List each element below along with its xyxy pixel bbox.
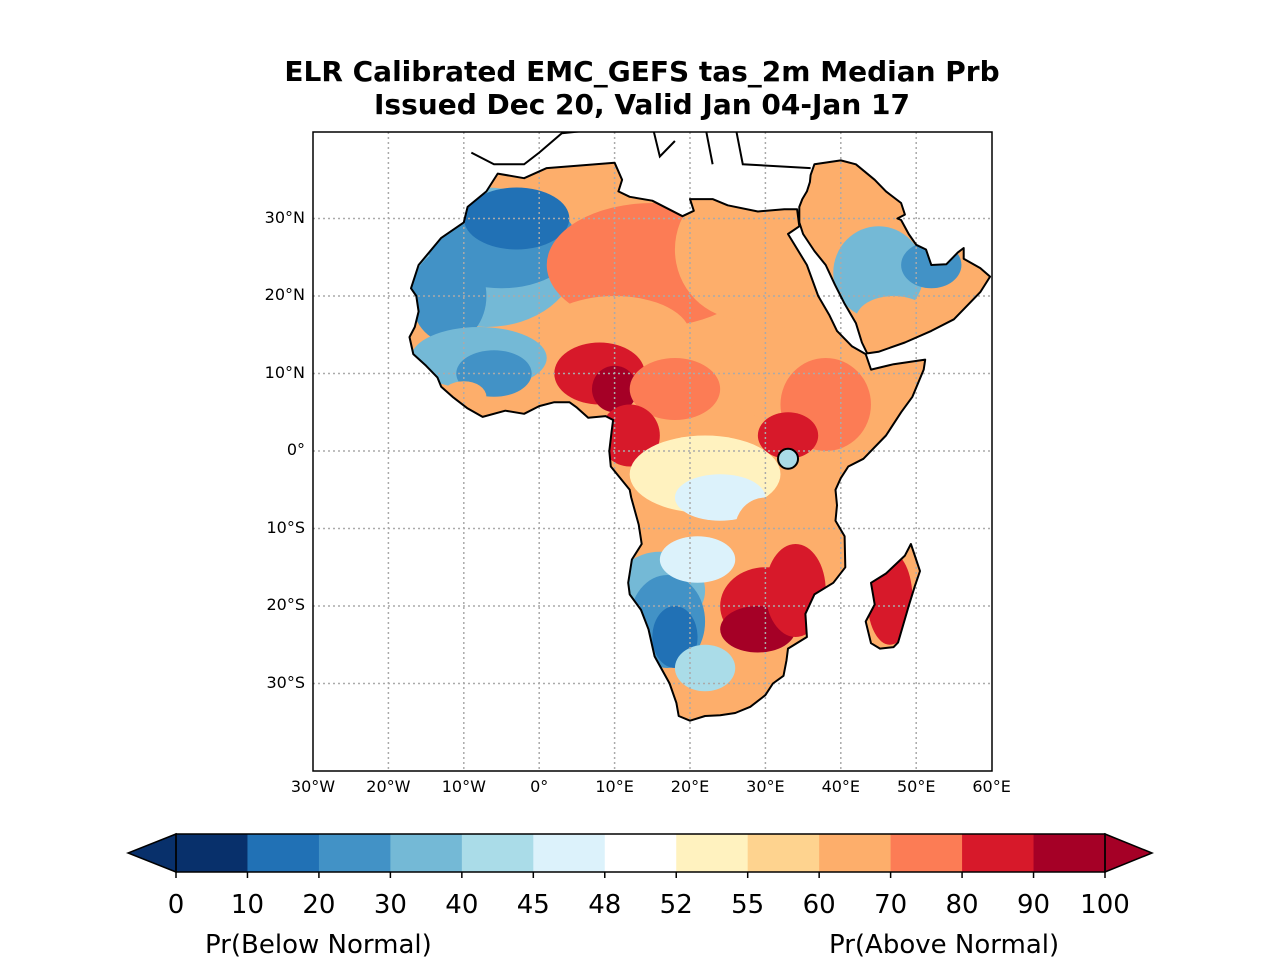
colorbar-label-above: Pr(Above Normal) (829, 930, 1060, 960)
coastline-africa (408, 161, 927, 722)
colorbar-tick-label: 40 (445, 890, 479, 920)
map-title-line1: ELR Calibrated EMC_GEFS tas_2m Median Pr… (284, 55, 1000, 88)
coastline-europe (470, 132, 584, 166)
prob-region-mozambique (765, 544, 826, 637)
prob-region-zambia-west (659, 536, 736, 583)
colorbar-frame (175, 833, 1106, 873)
gridlines (313, 132, 992, 771)
colorbar-tick-label: 55 (731, 890, 765, 920)
lon-tick-label: 10°E (595, 777, 634, 796)
colorbar-extend-high (1104, 832, 1155, 874)
lon-tick-label: 30°E (746, 777, 785, 796)
colorbar-tick-label: 52 (659, 890, 693, 920)
colorbar-segment (533, 834, 606, 872)
lat-tick-label: 20°S (266, 595, 305, 614)
prob-region-yemen (855, 296, 932, 343)
prob-region-arabia (833, 226, 924, 320)
coastline-madagascar (864, 543, 921, 650)
coastline-layer (408, 132, 992, 722)
lon-tick-label: 40°E (821, 777, 861, 796)
coastline-med-north (652, 132, 811, 170)
prob-region-car (629, 358, 721, 420)
colorbar-tick-label: 30 (373, 890, 407, 920)
prob-region-kalahari (674, 644, 736, 692)
colorbar-segment (819, 834, 892, 872)
colorbar-tick-label: 80 (945, 890, 979, 920)
colorbar-segment (390, 834, 463, 872)
colorbar-segment (1033, 834, 1106, 872)
colorbar-label-below: Pr(Below Normal) (205, 930, 432, 960)
lake-victoria (777, 447, 800, 470)
colorbar-segment (318, 834, 391, 872)
prob-region-egypt (674, 179, 811, 320)
map-title-line2: Issued Dec 20, Valid Jan 04-Jan 17 (374, 88, 910, 121)
lat-tick-label: 0° (286, 440, 305, 459)
coastline-arabia (798, 159, 992, 355)
lon-tick-label: 20°W (366, 777, 411, 796)
prob-region-nw-dark (463, 187, 570, 250)
colorbar-tick-label: 70 (874, 890, 908, 920)
lat-tick-label: 30°N (264, 207, 305, 227)
lon-tick-label: 50°E (896, 777, 936, 796)
lat-tick-label: 20°N (264, 285, 305, 304)
colorbar-segment (676, 834, 749, 872)
colorbar (125, 832, 1155, 878)
colorbar-tick-label: 45 (516, 890, 550, 920)
colorbar-tick-label: 90 (1016, 890, 1051, 920)
map-plot-area (313, 132, 992, 771)
colorbar-segment (176, 834, 248, 872)
colorbar-tick-label: 0 (167, 890, 185, 920)
colorbar-segment (747, 834, 820, 872)
lon-tick-label: 0° (530, 777, 549, 796)
lat-tick-label: 30°S (266, 672, 305, 692)
colorbar-segment (890, 834, 963, 872)
colorbar-tick-label: 48 (588, 890, 622, 920)
lon-tick-label: 20°E (670, 777, 710, 796)
colorbar-segment (604, 834, 677, 872)
prob-region-uganda (757, 412, 819, 459)
colorbar-tick-label: 60 (802, 890, 836, 920)
map-frame (312, 131, 993, 772)
colorbar-tick-label: 20 (302, 890, 336, 920)
lon-tick-label: 60°E (972, 777, 1011, 796)
colorbar-segment (247, 834, 320, 872)
lat-tick-label: 10°N (264, 362, 305, 382)
lon-tick-label: 10°W (441, 777, 486, 796)
colorbar-extend-low (125, 832, 177, 874)
colorbar-segment (461, 834, 534, 872)
lat-tick-label: 10°S (266, 517, 305, 537)
colorbar-tick-label: 10 (230, 890, 264, 920)
colorbar-segment (962, 834, 1035, 872)
colorbar-tick-label: 100 (1080, 890, 1130, 920)
lon-tick-label: 30°W (290, 777, 336, 796)
